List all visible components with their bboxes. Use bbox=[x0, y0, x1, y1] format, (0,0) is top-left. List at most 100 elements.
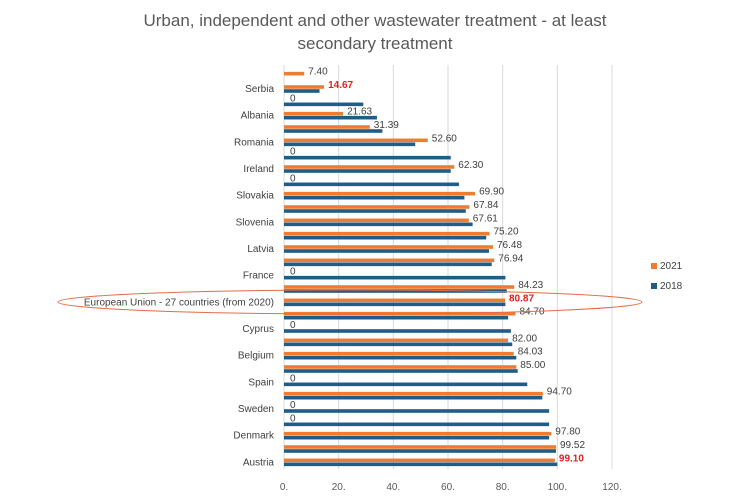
bar-2018 bbox=[284, 102, 364, 107]
bar-2018 bbox=[284, 462, 558, 467]
chart-title-line-2: secondary treatment bbox=[298, 34, 453, 53]
category-labels: Serbia Albania Romania Ireland Slovakia Slove… bbox=[84, 84, 275, 468]
data-label-2021: 75.20 bbox=[494, 227, 519, 238]
bar-2021 bbox=[284, 391, 543, 396]
bar-2021 bbox=[284, 445, 557, 449]
category-label: Ireland bbox=[243, 164, 274, 175]
bar-2018 bbox=[284, 315, 509, 320]
bar-2018 bbox=[284, 395, 543, 400]
chart-title-line-1: Urban, independent and other wastewater … bbox=[143, 11, 606, 30]
category-label: Romania bbox=[234, 137, 274, 148]
data-label-2021: 67.84 bbox=[473, 200, 498, 211]
data-label-2021: 76.48 bbox=[497, 240, 522, 251]
x-axis-ticks: 0. 20. 40. 60. 80. 100. 120. bbox=[280, 482, 622, 493]
data-label-2021: 67.61 bbox=[473, 213, 498, 224]
bar-2018 bbox=[284, 182, 459, 187]
bar-2018 bbox=[284, 449, 556, 453]
data-label-2021: 80.87 bbox=[509, 293, 534, 304]
x-tick-label: 60. bbox=[441, 482, 455, 493]
data-label-2021: 62.30 bbox=[458, 160, 483, 171]
bar-2021 bbox=[284, 85, 325, 89]
bar-2018 bbox=[284, 115, 377, 120]
x-tick-label: 20. bbox=[332, 482, 346, 493]
bar-2021 bbox=[284, 258, 495, 263]
legend: 2021 2018 bbox=[651, 261, 683, 292]
data-label-2021: 82.00 bbox=[512, 333, 537, 344]
bar-2018 bbox=[284, 435, 550, 440]
bar-2021 bbox=[284, 205, 470, 209]
data-label-2021: 97.80 bbox=[555, 427, 580, 438]
data-label-2021: 76.94 bbox=[498, 253, 523, 264]
category-label: Cyprus bbox=[242, 324, 274, 335]
category-label: Latvia bbox=[247, 244, 274, 255]
x-tick-label: 0. bbox=[280, 482, 288, 493]
bar-2018 bbox=[284, 222, 473, 227]
bar-2018 bbox=[284, 129, 383, 133]
data-label-2021: 14.67 bbox=[328, 80, 353, 91]
category-label: Albania bbox=[241, 111, 275, 122]
bar-2018 bbox=[284, 142, 416, 147]
bar-2018 bbox=[284, 422, 550, 427]
category-label: Austria bbox=[243, 457, 275, 468]
bar-2021 bbox=[284, 111, 344, 116]
bar-2018 bbox=[284, 249, 489, 253]
legend-swatch-2021 bbox=[651, 263, 657, 269]
bar-2018 bbox=[284, 169, 451, 173]
bar-2018 bbox=[284, 342, 513, 347]
x-tick-label: 80. bbox=[496, 482, 510, 493]
bars bbox=[284, 71, 558, 467]
x-tick-label: 100. bbox=[548, 482, 567, 493]
legend-swatch-2018 bbox=[651, 283, 657, 289]
data-label-2021: 94.70 bbox=[547, 387, 572, 398]
category-label: France bbox=[243, 271, 275, 282]
bar-2018 bbox=[284, 209, 466, 213]
bar-2021 bbox=[284, 298, 506, 303]
legend-label-2018: 2018 bbox=[660, 281, 683, 292]
category-label: Spain bbox=[248, 377, 274, 388]
data-label-2021: 0 bbox=[290, 320, 296, 331]
x-tick-label: 40. bbox=[386, 482, 400, 493]
category-label: European Union - 27 countries (from 2020… bbox=[84, 297, 274, 308]
data-label-2021: 0 bbox=[290, 373, 296, 384]
x-tick-label: 120. bbox=[602, 482, 621, 493]
data-label-2021: 99.10 bbox=[559, 453, 584, 464]
bar-2021 bbox=[284, 218, 469, 223]
data-label-2021: 0 bbox=[290, 93, 296, 104]
bar-2021 bbox=[284, 165, 455, 169]
category-label: Slovenia bbox=[236, 217, 275, 228]
data-label-2021: 0 bbox=[290, 413, 296, 424]
category-label: Sweden bbox=[238, 404, 274, 415]
data-label-2021: 84.70 bbox=[520, 307, 545, 318]
data-label-2021: 7.40 bbox=[308, 67, 328, 78]
bar-2021 bbox=[284, 285, 515, 289]
data-label-2021: 0 bbox=[290, 267, 296, 278]
bar-2018 bbox=[284, 275, 506, 280]
data-label-2021: 0 bbox=[290, 147, 296, 158]
bar-2018 bbox=[284, 302, 506, 307]
category-label: Denmark bbox=[233, 431, 275, 442]
data-label-2021: 84.03 bbox=[518, 347, 543, 358]
data-label-2021: 0 bbox=[290, 400, 296, 411]
data-label-2021: 21.63 bbox=[347, 107, 372, 118]
bar-2018 bbox=[284, 355, 517, 360]
bar-2018 bbox=[284, 195, 465, 200]
bar-2021 bbox=[284, 365, 517, 369]
category-label: Serbia bbox=[245, 84, 274, 95]
bar-2021 bbox=[284, 71, 305, 76]
bar-2021 bbox=[284, 458, 555, 463]
bar-2018 bbox=[284, 329, 511, 333]
bar-2021 bbox=[284, 191, 476, 196]
data-label-2021: 69.90 bbox=[479, 187, 504, 198]
bar-2018 bbox=[284, 155, 451, 160]
bar-2021 bbox=[284, 431, 552, 436]
bar-2018 bbox=[284, 369, 518, 373]
data-label-2021: 99.52 bbox=[560, 440, 585, 451]
data-label-2021: 52.60 bbox=[432, 133, 457, 144]
data-label-2021: 85.00 bbox=[520, 360, 545, 371]
highlight-ellipse bbox=[57, 289, 643, 315]
legend-label-2021: 2021 bbox=[660, 261, 683, 272]
bar-2021 bbox=[284, 231, 490, 236]
bar-2021 bbox=[284, 125, 370, 129]
